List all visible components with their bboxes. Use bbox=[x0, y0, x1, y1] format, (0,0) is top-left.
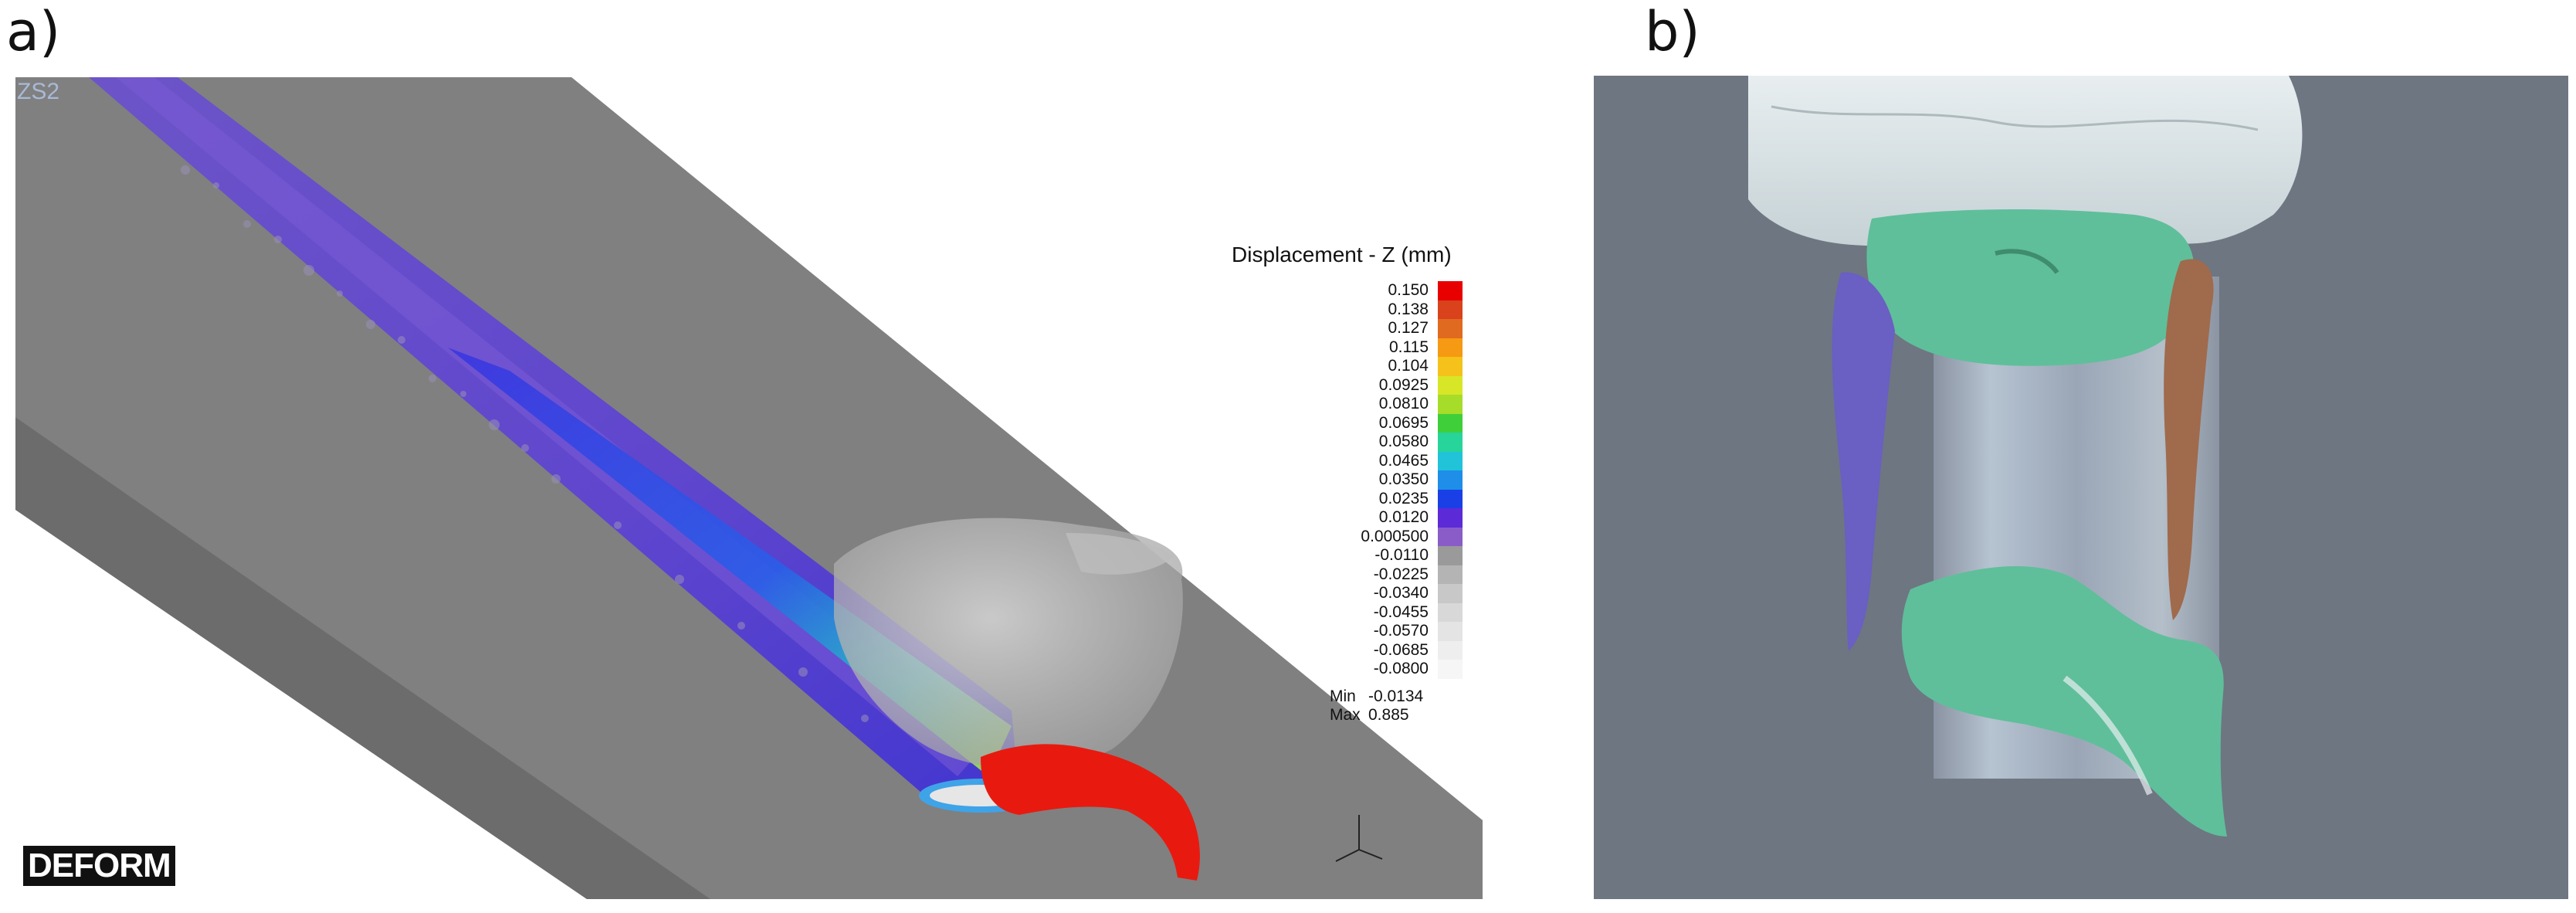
max-value: 0.885 bbox=[1368, 706, 1409, 724]
legend-swatch bbox=[1438, 281, 1463, 300]
legend-swatch bbox=[1438, 300, 1463, 319]
legend-value: -0.0110 bbox=[1374, 546, 1429, 564]
legend-value: 0.0810 bbox=[1378, 395, 1429, 412]
legend-value: -0.0455 bbox=[1373, 602, 1429, 621]
legend-swatch bbox=[1438, 395, 1463, 414]
legend-value: -0.0225 bbox=[1373, 565, 1429, 583]
legend-swatch bbox=[1438, 470, 1463, 490]
legend-swatch bbox=[1438, 489, 1463, 508]
legend-value: -0.0800 bbox=[1373, 660, 1429, 677]
legend-colorbar bbox=[1438, 281, 1463, 679]
min-value: -0.0134 bbox=[1368, 687, 1424, 705]
green-band-top bbox=[1866, 209, 2195, 366]
purple-strip bbox=[1832, 272, 1895, 651]
legend-swatch bbox=[1438, 640, 1463, 660]
flash-red bbox=[981, 744, 1200, 881]
legend-swatch bbox=[1438, 527, 1463, 546]
legend-value: 0.0925 bbox=[1378, 375, 1429, 394]
legend-swatch bbox=[1438, 584, 1463, 603]
deform-logo: DEFORM bbox=[23, 846, 175, 886]
shoulder-body bbox=[1748, 76, 2303, 246]
axis-triad bbox=[1335, 815, 1383, 862]
tool-shoulder bbox=[834, 518, 1183, 769]
legend-value: 0.127 bbox=[1388, 319, 1429, 337]
legend-swatch bbox=[1438, 433, 1463, 452]
legend-swatch bbox=[1438, 508, 1463, 528]
min-label: Min bbox=[1330, 687, 1356, 705]
legend-value: -0.0685 bbox=[1373, 640, 1429, 659]
legend-value: -0.0340 bbox=[1373, 584, 1429, 602]
legend-swatch bbox=[1438, 602, 1463, 622]
legend-values: 0.150 0.138 0.127 0.115 0.104 0.0925 0.0810 0.0… bbox=[1328, 281, 1429, 679]
legend-swatch bbox=[1438, 375, 1463, 395]
legend-minmax: Min -0.0134 Max 0.885 bbox=[1330, 687, 1423, 725]
legend-title: Displacement - Z (mm) bbox=[1232, 243, 1452, 266]
tool-render bbox=[1748, 76, 2303, 837]
max-label: Max bbox=[1330, 706, 1361, 724]
legend-swatch bbox=[1438, 660, 1463, 679]
simulation-view-b bbox=[1594, 76, 2568, 899]
legend-value: 0.115 bbox=[1389, 338, 1429, 356]
legend-value: 0.0235 bbox=[1378, 489, 1429, 507]
legend-swatch bbox=[1438, 565, 1463, 584]
legend-swatch bbox=[1438, 622, 1463, 641]
legend-value: 0.138 bbox=[1388, 300, 1429, 318]
panel-a-label: a) bbox=[6, 0, 61, 63]
green-flash-bottom bbox=[1901, 565, 2227, 837]
legend-value: 0.0695 bbox=[1378, 413, 1429, 432]
legend-value: 0.0350 bbox=[1378, 470, 1429, 488]
legend-swatch bbox=[1438, 413, 1463, 433]
legend-value: 0.0580 bbox=[1378, 433, 1429, 450]
legend-swatch bbox=[1438, 546, 1463, 565]
legend-value: 0.150 bbox=[1388, 281, 1429, 299]
brown-strip bbox=[2164, 259, 2214, 620]
legend-swatch bbox=[1438, 338, 1463, 357]
legend-value: 0.0120 bbox=[1378, 508, 1429, 526]
legend-value: -0.0570 bbox=[1373, 622, 1429, 640]
legend-swatch bbox=[1438, 451, 1463, 470]
legend-value: 0.000500 bbox=[1361, 527, 1429, 545]
corner-tag: ZS2 bbox=[17, 79, 60, 104]
panel-b-label: b) bbox=[1645, 0, 1700, 63]
legend-value: 0.0465 bbox=[1378, 451, 1429, 470]
legend-swatch bbox=[1438, 319, 1463, 338]
workpiece-render bbox=[15, 77, 1483, 899]
simulation-view-a: ZS2 Displacement - Z (mm) 0.150 0.138 0.12… bbox=[15, 77, 1483, 899]
legend-value: 0.104 bbox=[1388, 357, 1429, 375]
legend-swatch bbox=[1438, 357, 1463, 376]
